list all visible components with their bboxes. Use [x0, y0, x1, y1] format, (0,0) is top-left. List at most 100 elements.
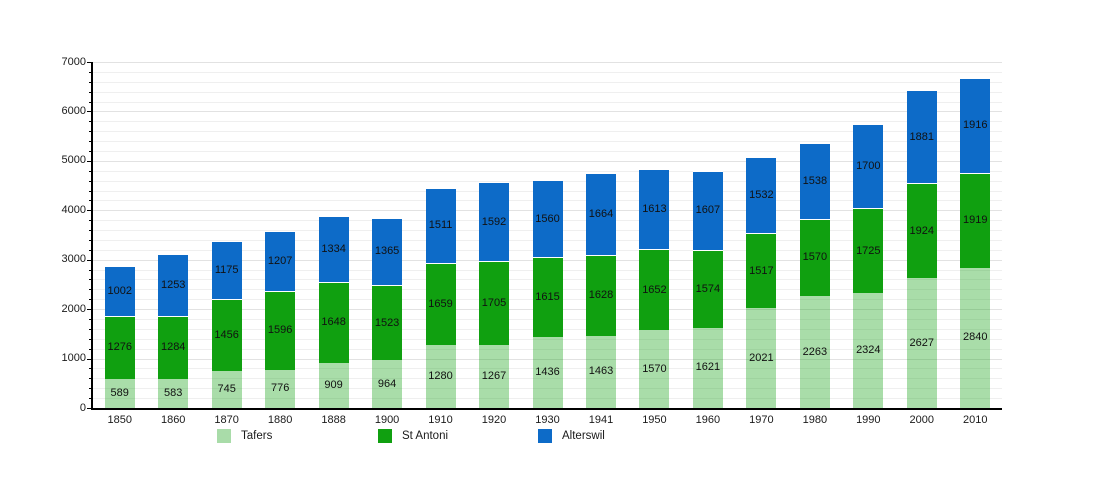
y-major-tick	[87, 358, 93, 360]
bar-segment-alterswil-2000: 1881	[906, 90, 937, 184]
bar-segment-st-antoni-1910: 1659	[425, 262, 456, 345]
bar-segment-tafers-1950: 1570	[639, 330, 670, 408]
bar-value-label: 1207	[267, 254, 293, 267]
bar-segment-st-antoni-1888: 1648	[318, 281, 349, 364]
minor-gridline	[93, 368, 1002, 370]
legend-label-tafers: Tafers	[241, 430, 273, 442]
bar-value-label: 1365	[374, 245, 400, 258]
bar-segment-alterswil-1910: 1511	[425, 188, 456, 263]
bar-value-label: 1532	[749, 189, 774, 202]
bar-segment-alterswil-1900: 1365	[372, 217, 403, 286]
bar-value-label: 1334	[321, 242, 346, 255]
x-tick-label: 1870	[214, 414, 239, 426]
x-tick-label: 2010	[963, 414, 988, 426]
bar-segment-st-antoni-1990: 1725	[853, 207, 884, 294]
bar-segment-tafers-1900: 964	[372, 360, 403, 408]
legend-label-alterswil: Alterswil	[562, 430, 605, 442]
bar-segment-st-antoni-1860: 1284	[158, 315, 189, 380]
bar-segment-tafers-2000: 2627	[906, 278, 937, 408]
minor-gridline	[93, 398, 1002, 400]
bar-value-label: 1436	[535, 366, 560, 379]
bar-value-label: 909	[324, 379, 343, 392]
bar-segment-st-antoni-2010: 1919	[960, 172, 991, 268]
bar-segment-tafers-1880: 776	[265, 369, 296, 408]
bar-segment-tafers-1960: 1621	[692, 327, 723, 408]
bar-segment-alterswil-1850: 1002	[104, 266, 135, 316]
bar-value-label: 2021	[749, 351, 774, 364]
bar-value-label: 1280	[428, 369, 453, 382]
minor-gridline	[93, 338, 1002, 340]
bar-segment-tafers-1990: 2324	[853, 293, 884, 408]
legend-label-st-antoni: St Antoni	[402, 430, 449, 442]
bar-value-label: 1463	[588, 365, 614, 378]
bar-value-label: 1652	[642, 283, 667, 296]
bar-segment-alterswil-1870: 1175	[211, 241, 242, 300]
bar-segment-tafers-2010: 2840	[960, 267, 991, 408]
minor-gridline	[93, 150, 1002, 152]
legend-swatch-alterswil	[538, 429, 552, 443]
bar-value-label: 1700	[856, 159, 881, 172]
bar-value-label: 1511	[428, 219, 453, 232]
bar-value-label: 1560	[535, 212, 560, 225]
bar-segment-st-antoni-1950: 1652	[639, 248, 670, 331]
y-axis-line	[91, 62, 93, 410]
bar-value-label: 1628	[588, 289, 614, 302]
bar-segment-alterswil-1860: 1253	[158, 253, 189, 316]
y-major-tick	[87, 408, 93, 409]
x-tick-label: 1980	[802, 414, 828, 426]
bar-segment-tafers-1910: 1280	[425, 344, 456, 408]
minor-gridline	[93, 348, 1002, 350]
bar-value-label: 2840	[963, 331, 988, 344]
bar-segment-st-antoni-1900: 1523	[372, 285, 403, 361]
bar-segment-alterswil-1950: 1613	[639, 169, 670, 249]
x-tick-label: 1900	[374, 414, 400, 426]
bar-value-label: 1725	[856, 244, 881, 257]
minor-gridline	[93, 170, 1002, 172]
x-tick-label: 1990	[856, 414, 881, 426]
y-tick-label: 4000	[61, 203, 86, 216]
minor-gridline	[93, 101, 1002, 103]
minor-gridline	[93, 81, 1002, 83]
y-tick-label: 0	[79, 401, 86, 414]
minor-gridline	[93, 141, 1002, 143]
bar-value-label: 964	[377, 377, 397, 390]
bar-segment-alterswil-1880: 1207	[265, 231, 296, 291]
bar-segment-st-antoni-1930: 1615	[532, 257, 563, 338]
minor-gridline	[93, 388, 1002, 390]
bar-segment-tafers-1970: 2021	[746, 308, 777, 408]
y-tick-label: 5000	[61, 154, 86, 167]
y-tick-label: 7000	[61, 55, 86, 68]
x-tick-label: 1910	[428, 414, 453, 426]
bar-value-label: 1175	[214, 264, 239, 277]
bar-value-label: 1284	[160, 341, 186, 354]
bar-value-label: 1253	[160, 278, 186, 291]
major-gridline	[93, 111, 1002, 113]
y-major-tick	[87, 160, 93, 162]
x-tick-label: 1960	[695, 414, 721, 426]
bar-segment-tafers-1850: 589	[104, 378, 135, 408]
y-major-tick	[87, 111, 93, 113]
legend-swatch-st-antoni	[378, 429, 392, 443]
major-gridline	[93, 62, 1002, 63]
bar-value-label: 1538	[802, 174, 828, 187]
bar-value-label: 1664	[588, 208, 614, 221]
bar-value-label: 1276	[107, 341, 132, 354]
bar-value-label: 1596	[267, 324, 293, 337]
y-tick-label: 1000	[61, 352, 86, 365]
bar-segment-tafers-1870: 745	[211, 371, 242, 408]
bar-value-label: 2263	[802, 345, 828, 358]
bar-segment-tafers-1888: 909	[318, 363, 349, 408]
bar-segment-tafers-1941: 1463	[585, 335, 616, 408]
minor-gridline	[93, 378, 1002, 380]
x-tick-label: 1950	[642, 414, 667, 426]
bar-segment-st-antoni-1960: 1574	[692, 250, 723, 328]
y-major-tick	[87, 210, 93, 212]
minor-gridline	[93, 71, 1002, 73]
bar-segment-tafers-1920: 1267	[479, 345, 510, 408]
bar-segment-tafers-1980: 2263	[799, 296, 830, 408]
bar-value-label: 1615	[535, 291, 560, 304]
minor-gridline	[93, 131, 1002, 133]
legend-swatch-tafers	[217, 429, 231, 443]
x-tick-label: 1888	[321, 414, 346, 426]
